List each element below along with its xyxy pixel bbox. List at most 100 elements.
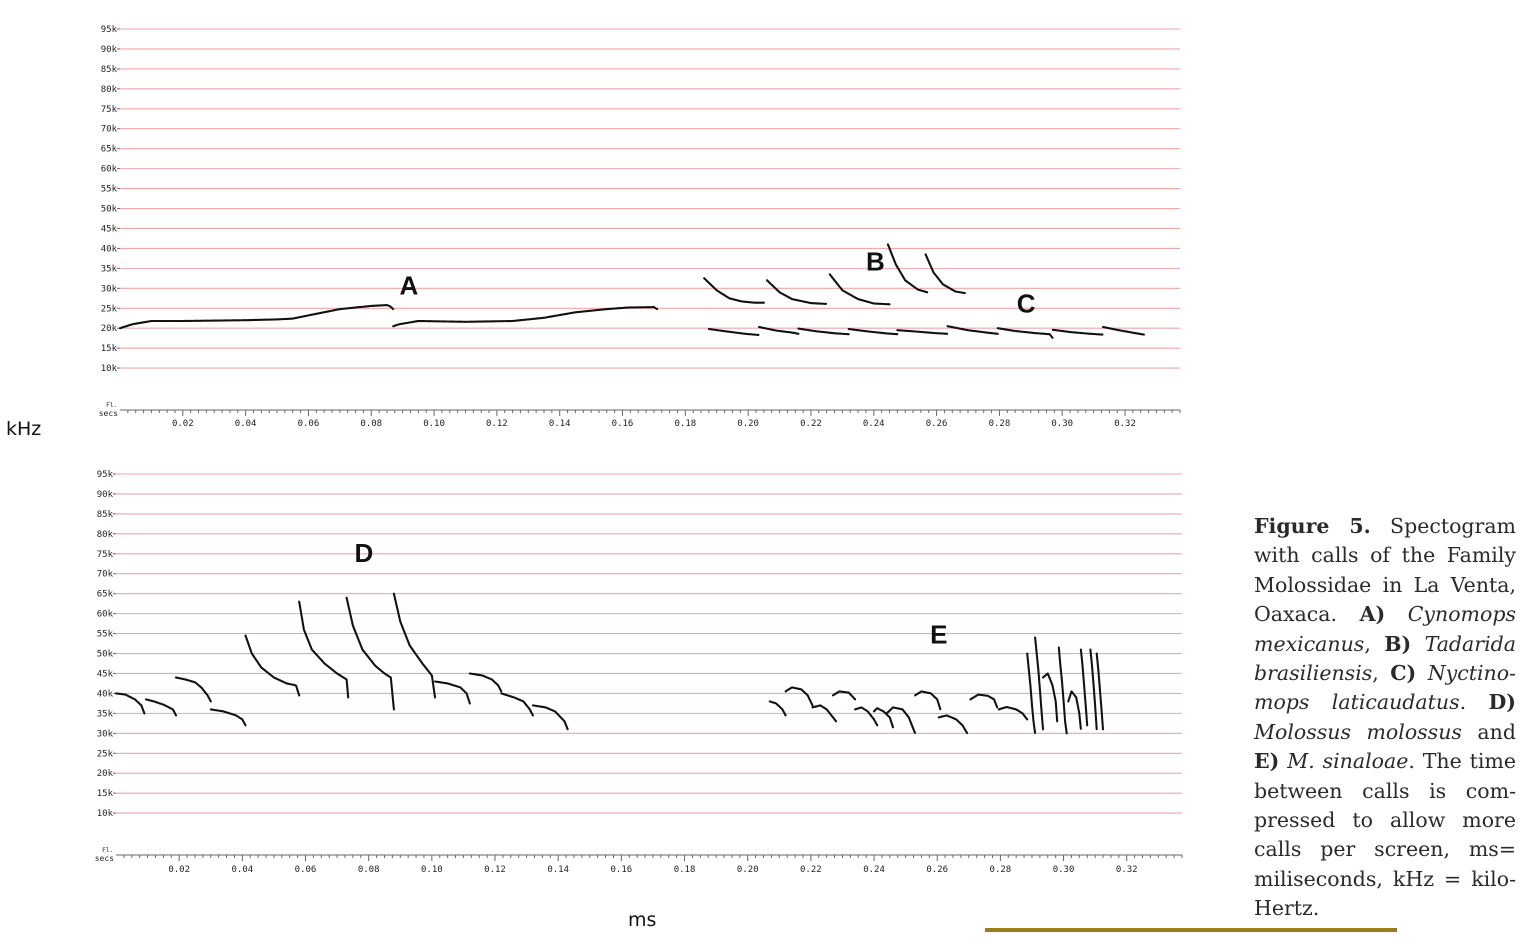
y-tick-label: 10k [97,809,114,819]
y-tick-label: 80k [97,530,114,540]
panel-letter-c: C [1017,288,1036,318]
call-trace-c [996,327,1054,340]
x-origin-label: secs [99,409,118,418]
call-trace-d [468,672,503,693]
call-trace-e [1079,648,1089,727]
y-tick-label: 55k [97,630,114,640]
x-tick-label: 0.26 [926,865,948,875]
x-tick-label: 0.06 [298,419,320,429]
x-tick-label: 0.22 [800,865,822,875]
y-tick-label: 65k [101,145,118,155]
x-origin-label: secs [95,854,114,863]
caption-label: Figure 5. [1254,514,1371,538]
x-tick-label: 0.12 [486,419,508,429]
call-trace-e [784,686,814,707]
call-trace-b [924,253,966,295]
call-trace-c [1051,328,1105,336]
y-tick-label: 10k [101,364,118,374]
panel-letter-a: A [400,270,419,300]
x-tick-label: 0.02 [172,419,194,429]
call-trace-b [828,273,891,306]
y-tick-label: 45k [101,224,118,234]
caption-sep-1: , [1364,631,1385,656]
y-tick-label: 35k [97,709,114,719]
x-tick-label: 0.32 [1114,419,1136,429]
x-tick-label: 0.06 [295,865,317,875]
call-trace-d [531,704,569,731]
spectrogram-panel-top: 10k 15k 20k 25k 30k 35k 40k 45k 50k 55k 60k 65k 70k 7… [99,25,1181,429]
x-tick-label: 0.24 [863,865,885,875]
caption-and: and [1461,719,1516,744]
y-tick-label: 25k [97,749,114,759]
x-tick-label: 0.14 [549,419,571,429]
x-tick-label: 0.20 [737,865,759,875]
y-tick-label: 50k [97,650,114,660]
y-axis-title: kHz [6,418,41,440]
y-tick-label: 75k [101,105,118,115]
x-tick-label: 0.08 [360,419,382,429]
x-axis-title: ms [628,909,656,931]
y-tick-label: 70k [101,125,118,135]
caption-rule [985,928,1397,932]
x-tick-label: 0.10 [423,419,445,429]
panel-letter-e: E [930,620,947,650]
call-trace-d [392,592,437,699]
x-tick-label: 0.04 [231,865,253,875]
call-trace-d [174,676,212,703]
x-tick-label: 0.22 [800,419,822,429]
y-origin-label: Fl. [106,402,117,409]
y-tick-label: 60k [97,610,114,620]
y-tick-label: 20k [97,769,114,779]
caption-text-2: . The time between calls is com­pressed … [1254,749,1516,921]
call-trace-d [298,600,350,699]
caption-sep-2: , [1372,661,1391,686]
call-trace-e [1034,636,1045,731]
call-trace-d [144,698,178,717]
caption-text-1: Spectogram with calls of the Family Molo… [1254,514,1516,627]
call-trace-b [703,277,765,304]
call-trace-e [854,706,879,727]
x-tick-label: 0.14 [547,865,569,875]
y-tick-label: 95k [97,470,114,480]
call-trace-d [114,692,146,715]
call-trace-d [209,708,247,727]
y-tick-label: 85k [97,510,114,520]
call-trace-d [345,596,395,711]
y-tick-label: 50k [101,205,118,215]
call-trace-b [886,243,929,294]
y-tick-label: 20k [101,324,118,334]
y-tick-label: 35k [101,264,118,274]
y-tick-label: 75k [97,550,114,560]
panel-letter-b: B [866,246,885,276]
y-tick-label: 40k [101,244,118,254]
caption-letter-d: D) [1488,690,1516,715]
call-trace-e [1057,646,1068,735]
x-tick-label: 0.18 [674,419,696,429]
caption-species-e: M. sinaloae [1287,749,1409,774]
y-tick-label: 30k [97,729,114,739]
x-tick-label: 0.18 [674,865,696,875]
y-tick-label: 70k [97,570,114,580]
call-trace-d [500,692,534,717]
x-tick-label: 0.28 [990,865,1012,875]
y-tick-label: 45k [97,669,114,679]
call-trace-e [811,704,838,723]
y-tick-label: 80k [101,85,118,95]
x-tick-label: 0.26 [926,419,948,429]
caption-species-c: Nyctino­mops laticaudatus [1254,661,1516,715]
call-trace-c [1102,325,1145,336]
x-tick-label: 0.24 [863,419,885,429]
x-tick-label: 0.28 [989,419,1011,429]
call-trace-c [946,325,999,335]
caption-letter-a: A) [1359,602,1386,627]
y-tick-label: 15k [101,344,118,354]
y-tick-label: 25k [101,304,118,314]
y-tick-label: 90k [101,45,118,55]
y-tick-label: 15k [97,789,114,799]
x-tick-label: 0.16 [611,865,633,875]
panel-letter-d: D [355,538,374,568]
caption-species-d: Molossus molossus [1254,719,1462,744]
x-tick-label: 0.32 [1116,865,1138,875]
call-trace-e [1095,652,1105,731]
x-tick-label: 0.16 [612,419,634,429]
